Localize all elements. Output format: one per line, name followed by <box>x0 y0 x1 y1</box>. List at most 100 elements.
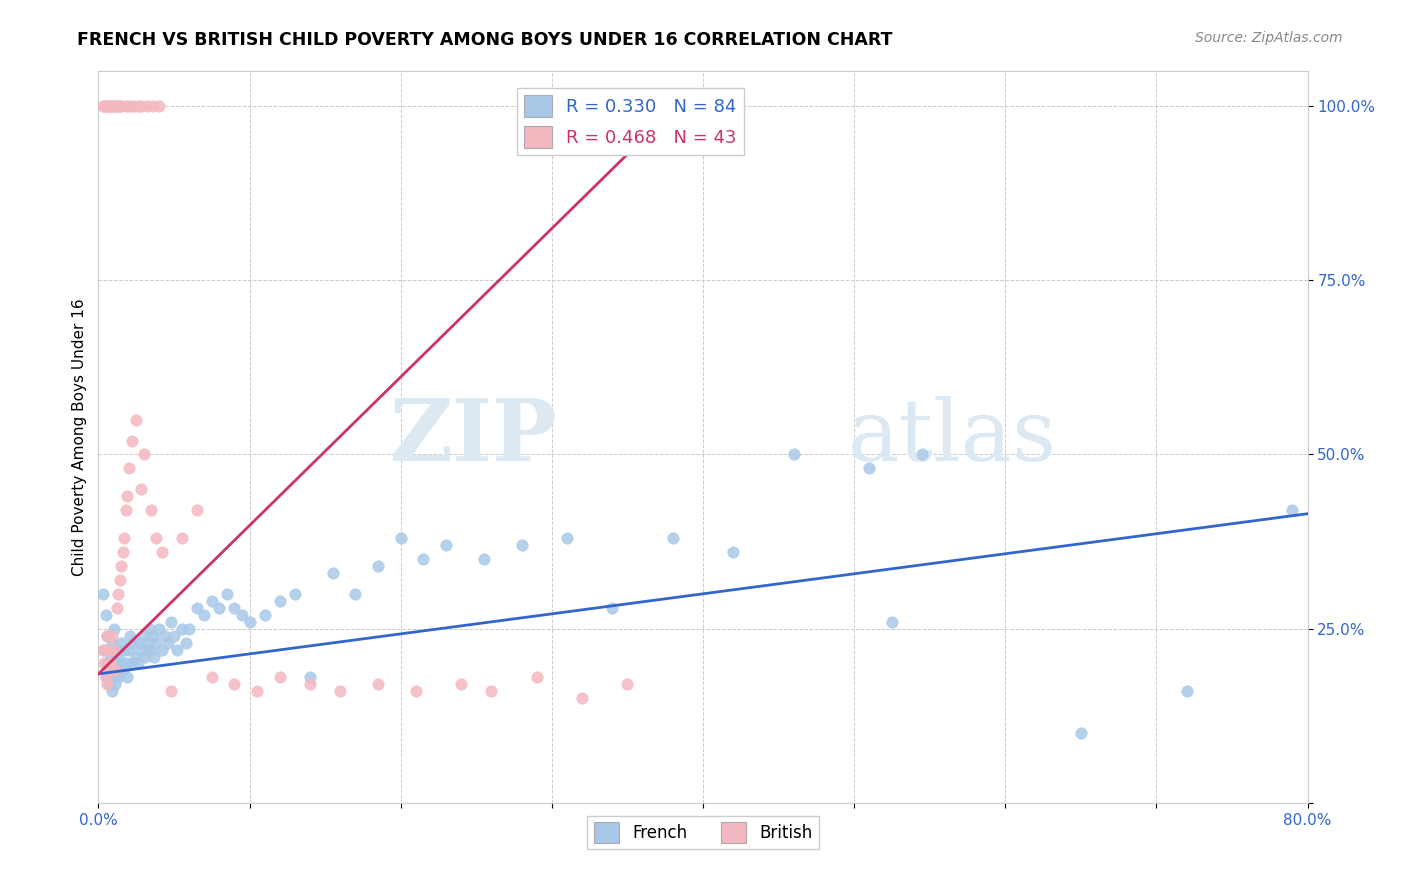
Point <box>100 99 122 113</box>
Point <box>101 629 124 643</box>
Point <box>434 538 457 552</box>
Point <box>115 670 138 684</box>
Point <box>299 677 322 691</box>
Point <box>132 448 155 462</box>
Point <box>112 531 135 545</box>
Point <box>526 670 548 684</box>
Point <box>91 587 114 601</box>
Point <box>150 545 173 559</box>
Point <box>510 538 533 552</box>
Point <box>112 642 135 657</box>
Point <box>367 677 389 691</box>
Point <box>160 684 183 698</box>
Point <box>170 622 193 636</box>
Point <box>107 649 129 664</box>
Point <box>174 635 197 649</box>
Point <box>93 642 115 657</box>
Point <box>179 622 201 636</box>
Point <box>93 99 115 113</box>
Point <box>156 635 179 649</box>
Point <box>98 677 121 691</box>
Point <box>98 664 121 678</box>
Point <box>94 99 117 113</box>
Point <box>472 552 495 566</box>
Point <box>571 691 593 706</box>
Point <box>141 503 163 517</box>
Point <box>231 607 253 622</box>
Point <box>1281 503 1303 517</box>
Point <box>201 670 224 684</box>
Point <box>134 649 156 664</box>
Point <box>96 99 118 113</box>
Point <box>105 99 128 113</box>
Point <box>389 531 412 545</box>
Point <box>208 600 231 615</box>
Point <box>911 448 934 462</box>
Point <box>128 635 150 649</box>
Legend: French, British: French, British <box>588 815 818 849</box>
Point <box>143 649 166 664</box>
Point <box>299 670 322 684</box>
Point <box>163 629 186 643</box>
Text: atlas: atlas <box>848 395 1057 479</box>
Point <box>114 503 136 517</box>
Point <box>1175 684 1198 698</box>
Point <box>100 657 122 671</box>
Point <box>115 489 138 503</box>
Point <box>91 99 114 113</box>
Point <box>94 670 117 684</box>
Point <box>145 531 167 545</box>
Point <box>344 587 367 601</box>
Point <box>367 558 389 573</box>
Point <box>132 629 155 643</box>
Point <box>269 594 291 608</box>
Point <box>880 615 903 629</box>
Point <box>186 600 208 615</box>
Point <box>136 642 159 657</box>
Point <box>253 607 276 622</box>
Point <box>193 607 215 622</box>
Point <box>108 657 131 671</box>
Point <box>100 664 122 678</box>
Point <box>111 664 134 678</box>
Y-axis label: Child Poverty Among Boys Under 16: Child Poverty Among Boys Under 16 <box>72 298 87 576</box>
Point <box>783 448 806 462</box>
Point <box>125 412 148 426</box>
Point <box>103 642 125 657</box>
Point <box>101 684 124 698</box>
Point <box>107 587 129 601</box>
Point <box>322 566 344 580</box>
Point <box>105 642 128 657</box>
Text: Source: ZipAtlas.com: Source: ZipAtlas.com <box>1195 31 1343 45</box>
Point <box>110 635 132 649</box>
Point <box>142 99 165 113</box>
Point <box>103 670 125 684</box>
Point <box>329 684 352 698</box>
Point <box>121 657 143 671</box>
Point <box>215 587 238 601</box>
Point <box>170 531 193 545</box>
Point <box>555 531 578 545</box>
Point <box>118 642 141 657</box>
Point <box>616 677 638 691</box>
Point <box>101 99 124 113</box>
Point <box>481 684 503 698</box>
Point <box>108 99 131 113</box>
Point <box>723 545 745 559</box>
Point <box>118 461 141 475</box>
Point <box>145 635 167 649</box>
Point <box>104 677 127 691</box>
Point <box>201 594 224 608</box>
Point <box>148 622 170 636</box>
Point <box>186 503 208 517</box>
Point <box>224 600 246 615</box>
Point <box>105 600 128 615</box>
Text: ZIP: ZIP <box>389 395 558 479</box>
Point <box>96 677 118 691</box>
Point <box>121 434 143 448</box>
Point <box>104 99 127 113</box>
Point <box>127 99 149 113</box>
Point <box>139 622 162 636</box>
Point <box>96 629 118 643</box>
Point <box>602 600 624 615</box>
